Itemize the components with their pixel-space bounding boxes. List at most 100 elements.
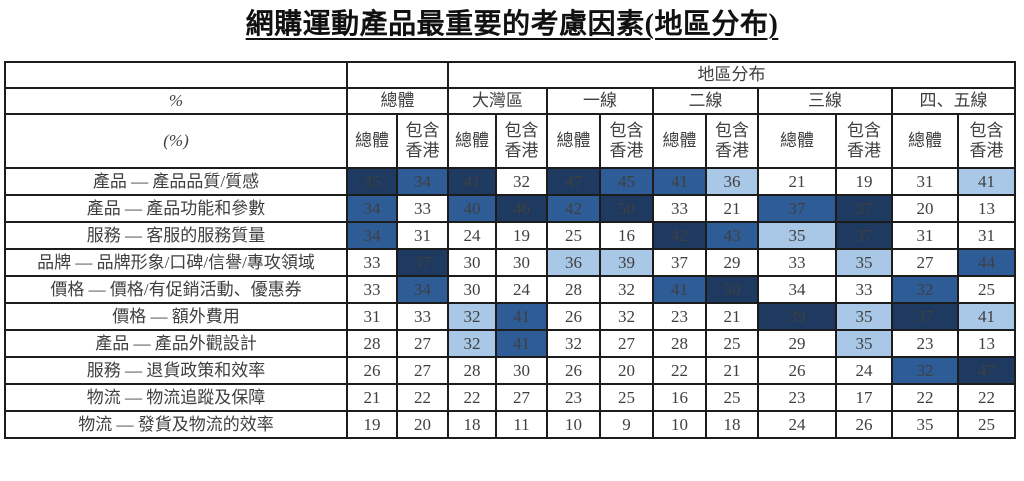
value-cell-r4-c10: 32 [891,275,959,304]
value-cell-r9-c11: 25 [957,410,1016,439]
table-row-region: 地區分布 [4,61,1016,89]
value-cell-r0-c10: 31 [891,167,959,196]
value-cell-r8-c6: 16 [652,383,707,412]
value-cell-r9-c8: 24 [757,410,837,439]
value-cell-r6-c9: 35 [835,329,893,358]
value-cell-r1-c11: 13 [957,194,1016,223]
group-header-1: 大灣區 [447,87,548,115]
value-cell-r2-c11: 31 [957,221,1016,250]
percent-paren-label: (%) [4,113,348,169]
value-cell-r4-c4: 28 [546,275,601,304]
value-cell-r6-c8: 29 [757,329,837,358]
table-row: 物流 — 物流追蹤及保障 21 22 22 27 23 25 16 25 23 17 22 22 [4,383,1016,412]
value-cell-r1-c10: 20 [891,194,959,223]
region-distribution-header: 地區分布 [447,61,1016,89]
value-cell-r9-c0: 19 [346,410,398,439]
value-cell-r4-c3: 24 [495,275,548,304]
value-cell-r8-c3: 27 [495,383,548,412]
value-cell-r2-c8: 35 [757,221,837,250]
value-cell-r6-c2: 32 [447,329,497,358]
value-cell-r3-c10: 27 [891,248,959,277]
value-cell-r6-c1: 27 [396,329,449,358]
value-cell-r9-c5: 9 [599,410,654,439]
value-cell-r0-c5: 45 [599,167,654,196]
row-label: 價格 — 額外費用 [4,302,348,331]
value-cell-r4-c5: 32 [599,275,654,304]
value-cell-r6-c11: 13 [957,329,1016,358]
value-cell-r9-c1: 20 [396,410,449,439]
value-cell-r3-c3: 30 [495,248,548,277]
value-cell-r1-c2: 40 [447,194,497,223]
value-cell-r3-c2: 30 [447,248,497,277]
subheader-incl_hk-4: 包含 香港 [835,113,893,169]
value-cell-r6-c6: 28 [652,329,707,358]
value-cell-r8-c7: 25 [705,383,759,412]
table-row: 產品 — 產品功能和參數 34 33 40 46 42 50 33 21 37 37 20 13 [4,194,1016,223]
group-header-4: 三線 [757,87,893,115]
value-cell-r8-c5: 25 [599,383,654,412]
table-row: 物流 — 發貨及物流的效率 19 20 18 11 10 9 10 18 24 26 35 25 [4,410,1016,439]
value-cell-r9-c4: 10 [546,410,601,439]
value-cell-r6-c7: 25 [705,329,759,358]
value-cell-r5-c3: 41 [495,302,548,331]
value-cell-r4-c1: 34 [396,275,449,304]
value-cell-r1-c9: 37 [835,194,893,223]
value-cell-r4-c7: 50 [705,275,759,304]
value-cell-r7-c2: 28 [447,356,497,385]
value-cell-r4-c6: 41 [652,275,707,304]
row-label: 物流 — 物流追蹤及保障 [4,383,348,412]
table-row-groups: % 總體 大灣區 一線 二線 三線 四、五線 [4,87,1016,115]
value-cell-r1-c6: 33 [652,194,707,223]
value-cell-r4-c0: 33 [346,275,398,304]
row-label: 產品 — 產品功能和參數 [4,194,348,223]
value-cell-r7-c4: 26 [546,356,601,385]
row-label: 產品 — 產品外觀設計 [4,329,348,358]
value-cell-r3-c1: 37 [396,248,449,277]
empty-overall-cell [346,61,449,89]
table-row-subheaders: (%) 總體 包含 香港 總體 包含 香港 總體 包含 香港 總體 包含 香港 總體 包含 香港總… [4,113,1016,169]
value-cell-r1-c5: 50 [599,194,654,223]
subheader-incl_hk-3: 包含 香港 [705,113,759,169]
value-cell-r4-c2: 30 [447,275,497,304]
factors-table: 地區分布 % 總體 大灣區 一線 二線 三線 四、五線 (%) 總體 包含 香港 總體 包含 香… [4,61,1016,439]
value-cell-r5-c2: 32 [447,302,497,331]
value-cell-r9-c7: 18 [705,410,759,439]
group-header-5: 四、五線 [891,87,1016,115]
value-cell-r5-c8: 39 [757,302,837,331]
value-cell-r5-c6: 23 [652,302,707,331]
value-cell-r8-c8: 23 [757,383,837,412]
table-row: 價格 — 額外費用 31 33 32 41 26 32 23 21 39 35 37 41 [4,302,1016,331]
value-cell-r5-c9: 35 [835,302,893,331]
value-cell-r9-c10: 35 [891,410,959,439]
value-cell-r3-c7: 29 [705,248,759,277]
value-cell-r7-c8: 26 [757,356,837,385]
value-cell-r2-c7: 43 [705,221,759,250]
value-cell-r0-c4: 47 [546,167,601,196]
value-cell-r3-c8: 33 [757,248,837,277]
value-cell-r9-c9: 26 [835,410,893,439]
value-cell-r3-c11: 44 [957,248,1016,277]
value-cell-r9-c6: 10 [652,410,707,439]
value-cell-r7-c1: 27 [396,356,449,385]
value-cell-r6-c3: 41 [495,329,548,358]
value-cell-r8-c9: 17 [835,383,893,412]
value-cell-r5-c5: 32 [599,302,654,331]
value-cell-r0-c0: 35 [346,167,398,196]
table-row: 產品 — 產品品質/質感 35 34 41 32 47 45 41 36 21 19 31 41 [4,167,1016,196]
group-header-3: 二線 [652,87,759,115]
value-cell-r4-c8: 34 [757,275,837,304]
table-row: 產品 — 產品外觀設計 28 27 32 41 32 27 28 25 29 35 23 13 [4,329,1016,358]
table-row: 服務 — 退貨政策和效率 26 27 28 30 26 20 22 21 26 24 32 47 [4,356,1016,385]
value-cell-r1-c3: 46 [495,194,548,223]
value-cell-r8-c10: 22 [891,383,959,412]
value-cell-r1-c7: 21 [705,194,759,223]
value-cell-r5-c0: 31 [346,302,398,331]
value-cell-r7-c0: 26 [346,356,398,385]
value-cell-r2-c6: 42 [652,221,707,250]
value-cell-r5-c4: 26 [546,302,601,331]
value-cell-r0-c11: 41 [957,167,1016,196]
value-cell-r5-c10: 37 [891,302,959,331]
value-cell-r0-c3: 32 [495,167,548,196]
value-cell-r7-c3: 30 [495,356,548,385]
